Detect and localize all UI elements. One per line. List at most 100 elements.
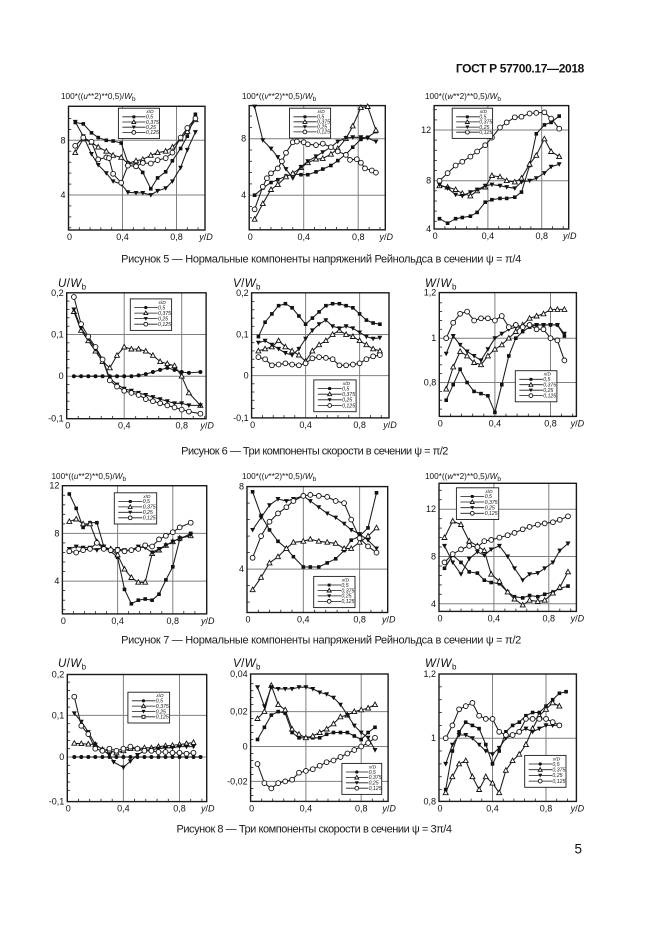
- svg-text:0,1: 0,1: [52, 710, 65, 720]
- svg-text:0,04: 0,04: [230, 669, 248, 679]
- svg-text:0,5: 0,5: [143, 499, 150, 505]
- svg-text:x/D: x/D: [484, 489, 493, 495]
- svg-text:0: 0: [67, 232, 72, 242]
- svg-text:0: 0: [438, 418, 443, 428]
- svg-text:0,375: 0,375: [369, 775, 382, 781]
- svg-text:y/D: y/D: [570, 418, 585, 428]
- svg-text:0,4: 0,4: [488, 613, 501, 623]
- svg-text:0,5: 0,5: [156, 699, 163, 705]
- svg-text:0,25: 0,25: [369, 781, 379, 787]
- svg-text:x/D: x/D: [368, 764, 377, 770]
- svg-text:0,8: 0,8: [540, 803, 553, 813]
- svg-text:1: 1: [431, 333, 436, 343]
- svg-text:y/D: y/D: [379, 232, 394, 242]
- svg-text:W/Wb: W/Wb: [425, 658, 457, 672]
- svg-text:0,8: 0,8: [543, 613, 556, 623]
- svg-text:0,375: 0,375: [552, 768, 565, 774]
- svg-text:0,5: 0,5: [485, 494, 492, 500]
- svg-text:V/Wb: V/Wb: [233, 278, 261, 292]
- svg-text:-0,1: -0,1: [233, 413, 249, 423]
- svg-text:0,5: 0,5: [158, 305, 165, 311]
- svg-text:100*((u**2)**0,5)/Wb: 100*((u**2)**0,5)/Wb: [52, 472, 127, 483]
- svg-text:4: 4: [426, 224, 431, 234]
- svg-text:0,5: 0,5: [342, 386, 349, 392]
- svg-text:0,125: 0,125: [479, 130, 492, 136]
- svg-text:1,2: 1,2: [424, 288, 437, 298]
- svg-text:0,8: 0,8: [535, 231, 548, 241]
- svg-text:12: 12: [421, 125, 431, 135]
- svg-text:0,4: 0,4: [111, 616, 124, 626]
- svg-text:0: 0: [249, 803, 254, 813]
- svg-text:x/D: x/D: [342, 381, 351, 387]
- svg-text:0: 0: [433, 231, 438, 241]
- svg-text:0,4: 0,4: [297, 232, 310, 242]
- svg-text:x/D: x/D: [142, 494, 151, 500]
- svg-text:0,4: 0,4: [300, 803, 313, 813]
- svg-text:0,4: 0,4: [297, 615, 310, 625]
- svg-text:0: 0: [245, 615, 250, 625]
- svg-text:0,375: 0,375: [479, 120, 492, 126]
- svg-text:0,8: 0,8: [175, 421, 188, 431]
- svg-text:0: 0: [61, 616, 66, 626]
- svg-text:0,02: 0,02: [230, 707, 248, 717]
- svg-text:0: 0: [248, 232, 253, 242]
- svg-text:0,8: 0,8: [353, 615, 366, 625]
- svg-text:x/D: x/D: [552, 756, 561, 762]
- svg-text:8: 8: [431, 552, 436, 562]
- svg-text:0,25: 0,25: [543, 388, 553, 394]
- svg-text:x/D: x/D: [479, 109, 488, 115]
- svg-text:4: 4: [241, 190, 246, 200]
- svg-text:4: 4: [60, 190, 65, 200]
- svg-text:0,25: 0,25: [552, 773, 562, 779]
- svg-text:1,2: 1,2: [423, 669, 436, 679]
- svg-text:0,2: 0,2: [236, 288, 249, 298]
- svg-text:ГОСТ Р 57700.17—2018: ГОСТ Р 57700.17—2018: [456, 62, 585, 76]
- svg-text:x/D: x/D: [316, 109, 325, 115]
- svg-text:-0,02: -0,02: [227, 776, 248, 786]
- svg-text:0,2: 0,2: [51, 288, 64, 298]
- svg-text:0,375: 0,375: [158, 311, 171, 317]
- svg-text:0,25: 0,25: [146, 125, 156, 131]
- svg-text:0: 0: [59, 371, 64, 381]
- svg-text:U/Wb: U/Wb: [58, 278, 87, 292]
- svg-text:0,375: 0,375: [143, 505, 156, 511]
- svg-text:0,375: 0,375: [342, 392, 355, 398]
- svg-text:V/Wb: V/Wb: [233, 658, 261, 672]
- svg-text:0,375: 0,375: [341, 588, 354, 594]
- svg-text:100*((w**2)**0,5)/Wb: 100*((w**2)**0,5)/Wb: [425, 92, 501, 103]
- svg-text:0,25: 0,25: [485, 506, 495, 512]
- svg-text:0,5: 0,5: [341, 583, 348, 589]
- svg-text:0,2: 0,2: [52, 670, 65, 680]
- svg-text:100*((v**2)**0,5)/Wb: 100*((v**2)**0,5)/Wb: [242, 472, 317, 483]
- svg-text:Рисунок 8 — Три компоненты ско: Рисунок 8 — Три компоненты скорости в се…: [176, 824, 451, 836]
- svg-text:0,8: 0,8: [423, 796, 436, 806]
- svg-text:Рисунок 7 — Нормальные компоне: Рисунок 7 — Нормальные компоненты напряж…: [121, 635, 521, 647]
- svg-text:8: 8: [60, 135, 65, 145]
- svg-text:0,25: 0,25: [143, 510, 153, 516]
- svg-text:0,4: 0,4: [117, 804, 130, 814]
- svg-text:0,25: 0,25: [479, 125, 489, 131]
- svg-text:0,4: 0,4: [299, 420, 312, 430]
- svg-text:0,375: 0,375: [317, 120, 330, 126]
- svg-text:0,4: 0,4: [486, 803, 499, 813]
- svg-text:0,125: 0,125: [342, 403, 355, 409]
- svg-text:0,125: 0,125: [369, 786, 382, 792]
- svg-text:W/Wb: W/Wb: [425, 278, 457, 292]
- svg-text:0,125: 0,125: [158, 322, 171, 328]
- svg-text:0: 0: [243, 742, 248, 752]
- svg-text:0,25: 0,25: [341, 594, 351, 600]
- svg-text:0,5: 0,5: [543, 377, 550, 383]
- svg-text:x/D: x/D: [543, 372, 552, 378]
- svg-text:0,4: 0,4: [116, 232, 129, 242]
- svg-text:0,5: 0,5: [479, 115, 486, 121]
- svg-text:0,25: 0,25: [317, 125, 327, 131]
- svg-text:y/D: y/D: [200, 616, 215, 626]
- svg-text:x/D: x/D: [155, 693, 164, 699]
- svg-text:8: 8: [241, 134, 246, 144]
- svg-text:0: 0: [66, 804, 71, 814]
- svg-text:-0,1: -0,1: [48, 414, 64, 424]
- svg-text:0,8: 0,8: [167, 616, 180, 626]
- svg-text:y/D: y/D: [570, 613, 585, 623]
- svg-text:100*((w**2)**0,5)/Wb: 100*((w**2)**0,5)/Wb: [425, 472, 501, 483]
- svg-text:y/D: y/D: [562, 231, 577, 241]
